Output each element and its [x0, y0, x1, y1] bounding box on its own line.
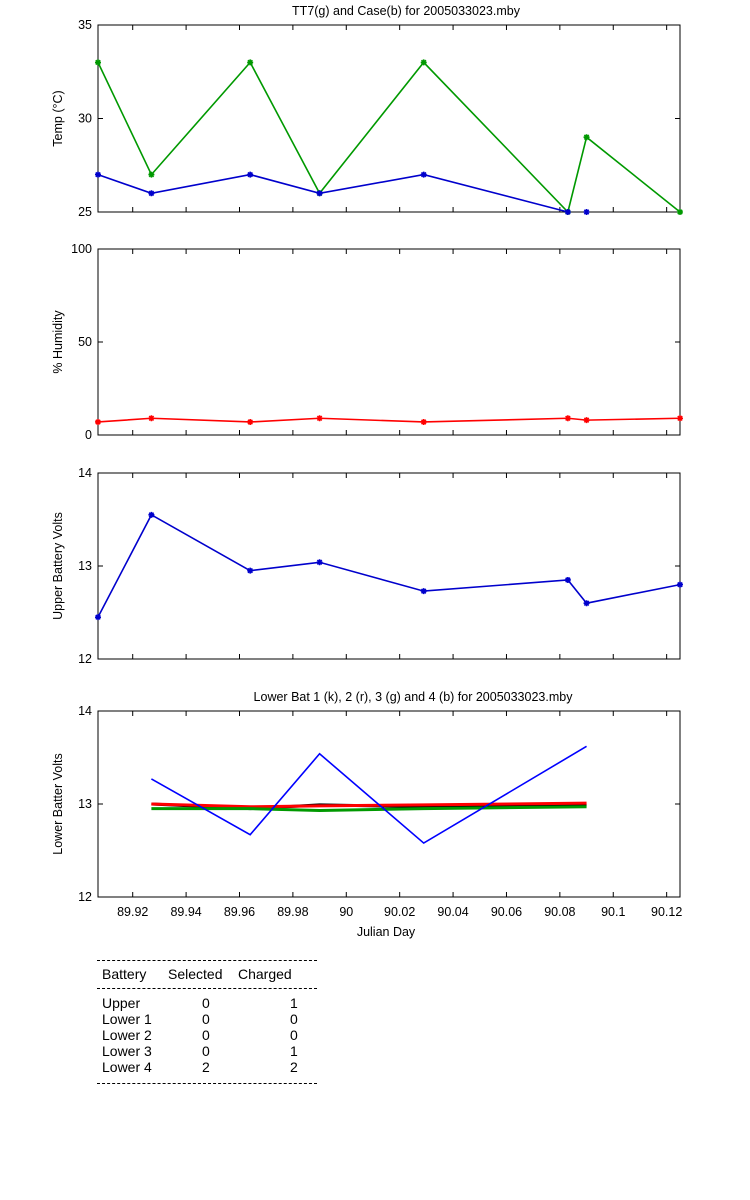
series-line: [151, 745, 587, 845]
y-tick-label: 14: [78, 466, 92, 480]
data-point: [564, 209, 571, 215]
data-point: [583, 134, 590, 141]
x-tick-label: 89.96: [224, 905, 255, 919]
data-point: [564, 576, 571, 583]
table-header-charged: Charged: [238, 966, 292, 982]
data-point: [316, 559, 323, 566]
data-point: [677, 209, 683, 215]
table-cell-selected: 2: [202, 1059, 210, 1075]
table-cell-charged: 0: [290, 1027, 298, 1043]
data-point: [95, 614, 101, 621]
data-point: [420, 59, 427, 66]
y-tick-label: 35: [78, 18, 92, 32]
y-tick-label: 0: [85, 428, 92, 442]
table-row: Lower 1 0 0: [97, 1011, 317, 1027]
table-row: Lower 2 0 0: [97, 1027, 317, 1043]
table-row: Upper 0 1: [97, 995, 317, 1011]
x-tick-label: 90.08: [544, 905, 575, 919]
plot-frame: [97, 248, 681, 436]
table-row: Lower 4 2 2: [97, 1059, 317, 1075]
data-point: [148, 171, 155, 178]
y-tick-label: 100: [71, 242, 92, 256]
table-cell-charged: 1: [290, 995, 298, 1011]
plot-frame: [97, 24, 681, 213]
data-point: [95, 59, 101, 66]
table-row: Lower 3 0 1: [97, 1043, 317, 1059]
x-tick-label: 90.02: [384, 905, 415, 919]
table-cell-battery: Lower 3: [102, 1043, 152, 1059]
table-cell-battery: Lower 4: [102, 1059, 152, 1075]
data-point: [583, 209, 590, 215]
data-point: [316, 415, 323, 422]
x-axis-label: Julian Day: [357, 925, 416, 939]
y-tick-label: 50: [78, 335, 92, 349]
data-point: [420, 171, 427, 178]
data-point: [583, 417, 590, 424]
table-rule-top: [97, 960, 317, 961]
chart-figure: 25 30 35 TT7(g) and Case(b) for 2005033023.…: [51, 4, 683, 939]
y-tick-label: 25: [78, 205, 92, 219]
data-point: [677, 415, 683, 422]
series-line: [97, 417, 681, 423]
data-point: [95, 171, 101, 178]
data-point: [148, 511, 155, 518]
x-tick-label: 89.92: [117, 905, 148, 919]
x-tick-label: 89.98: [277, 905, 308, 919]
table-cell-selected: 0: [202, 1027, 210, 1043]
table-header-battery: Battery: [102, 966, 147, 982]
chart-title: TT7(g) and Case(b) for 2005033023.mby: [292, 4, 521, 18]
battery-table: Battery Selected Charged Upper 0 1 Lower…: [97, 960, 317, 1084]
table-cell-selected: 0: [202, 995, 210, 1011]
x-tick-label: 90.04: [437, 905, 468, 919]
series-line: [97, 173, 569, 213]
y-tick-label: 13: [78, 559, 92, 573]
data-point: [677, 581, 683, 588]
data-point: [148, 415, 155, 422]
table-header-selected: Selected: [168, 966, 223, 982]
table-cell-charged: 2: [290, 1059, 298, 1075]
table-body: Upper 0 1 Lower 1 0 0 Lower 2 0 0 Lower …: [97, 995, 317, 1075]
series-line: [151, 805, 587, 813]
table-cell-charged: 1: [290, 1043, 298, 1059]
table-header-row: Battery Selected Charged: [97, 966, 317, 982]
data-point: [316, 190, 323, 197]
table-cell-battery: Upper: [102, 995, 141, 1011]
x-tick-label: 90.06: [491, 905, 522, 919]
data-point: [247, 59, 254, 66]
data-point: [148, 190, 155, 197]
chart-title: Lower Bat 1 (k), 2 (r), 3 (g) and 4 (b) …: [254, 690, 574, 704]
y-axis-label: Temp (°C): [51, 90, 65, 146]
plot-frame: [97, 472, 681, 660]
table-cell-charged: 0: [290, 1011, 298, 1027]
table-cell-battery: Lower 2: [102, 1027, 152, 1043]
table-cell-selected: 0: [202, 1011, 210, 1027]
data-point: [420, 588, 427, 595]
series-line: [97, 513, 681, 618]
table-rule-bottom: [97, 1083, 317, 1084]
y-tick-label: 30: [78, 112, 92, 126]
x-tick-label: 90.12: [651, 905, 682, 919]
series-line: [97, 61, 681, 214]
y-axis-label: % Humidity: [51, 310, 65, 374]
data-point: [583, 600, 590, 607]
x-tick-label: 90: [339, 905, 353, 919]
table-cell-battery: Lower 1: [102, 1011, 152, 1027]
data-point: [247, 418, 254, 425]
data-point: [564, 415, 571, 422]
x-tick-label: 90.1: [601, 905, 625, 919]
y-axis-label: Lower Batter Volts: [51, 753, 65, 854]
table-cell-selected: 0: [202, 1043, 210, 1059]
y-axis-label: Upper Battery Volts: [51, 512, 65, 620]
data-point: [420, 418, 427, 425]
data-point: [247, 567, 254, 574]
y-tick-label: 12: [78, 652, 92, 666]
table-rule-mid: [97, 988, 317, 989]
y-tick-label: 12: [78, 890, 92, 904]
data-point: [95, 418, 101, 425]
x-tick-label: 89.94: [170, 905, 201, 919]
y-tick-label: 13: [78, 797, 92, 811]
y-tick-label: 14: [78, 704, 92, 718]
data-point: [247, 171, 254, 178]
series-line: [151, 801, 587, 809]
